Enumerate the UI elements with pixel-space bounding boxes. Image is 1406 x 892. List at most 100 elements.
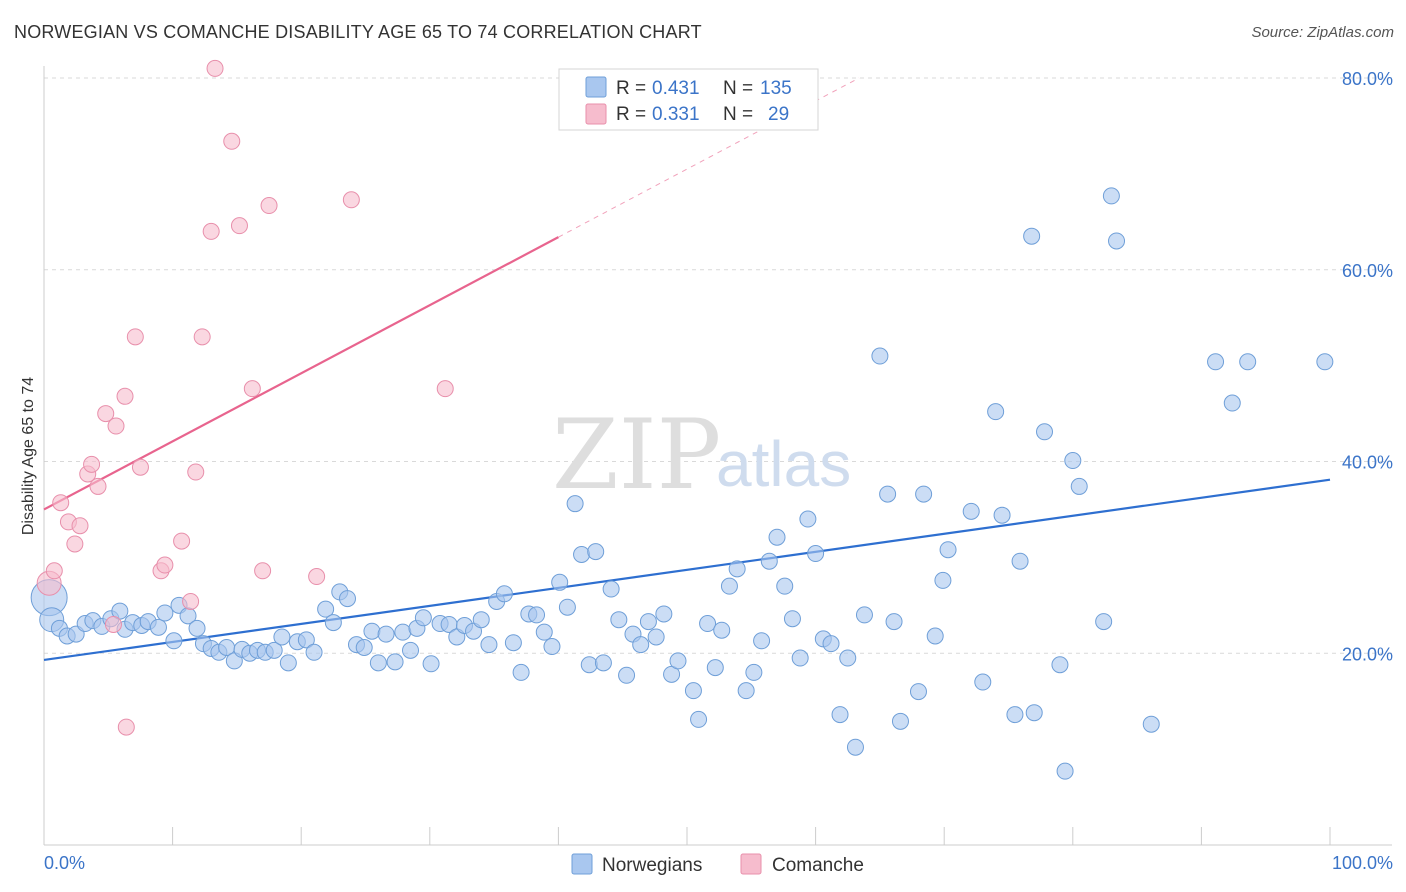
legend-r-label-comanche: R = xyxy=(616,104,646,125)
point-norwegians xyxy=(363,622,381,640)
bottom-legend-swatch-comanche xyxy=(740,853,762,875)
point-norwegians xyxy=(273,628,291,646)
trendline-comanche xyxy=(43,236,559,511)
grid-layer xyxy=(44,77,1392,654)
point-comanche xyxy=(202,222,220,240)
point-norwegians xyxy=(495,585,513,603)
trend-layer xyxy=(43,77,1331,662)
point-comanche xyxy=(45,562,63,580)
point-norwegians xyxy=(728,560,746,578)
point-norwegians xyxy=(1011,552,1029,570)
point-norwegians xyxy=(422,655,440,673)
point-norwegians xyxy=(472,611,490,629)
point-norwegians xyxy=(783,610,801,628)
point-norwegians xyxy=(573,545,591,563)
point-comanche xyxy=(308,568,326,586)
point-norwegians xyxy=(618,666,636,684)
point-norwegians xyxy=(543,638,561,656)
point-norwegians xyxy=(684,682,702,700)
point-comanche xyxy=(436,380,454,398)
point-norwegians xyxy=(720,577,738,595)
point-norwegians xyxy=(855,606,873,624)
point-norwegians xyxy=(1025,704,1043,722)
point-norwegians xyxy=(414,609,432,627)
point-comanche xyxy=(206,59,224,77)
chart-source: Source: ZipAtlas.com xyxy=(1251,24,1394,41)
point-norwegians xyxy=(974,673,992,691)
point-norwegians xyxy=(580,656,598,674)
bottom-legend-label-comanche: Comanche xyxy=(772,855,864,876)
point-norwegians xyxy=(1316,353,1334,371)
point-norwegians xyxy=(149,618,167,636)
point-norwegians xyxy=(737,682,755,700)
point-comanche xyxy=(104,615,122,633)
point-comanche xyxy=(89,477,107,495)
point-norwegians xyxy=(768,528,786,546)
point-norwegians xyxy=(1108,232,1126,250)
point-comanche xyxy=(187,463,205,481)
point-comanche xyxy=(260,197,278,215)
point-norwegians xyxy=(1006,706,1024,724)
point-norwegians xyxy=(871,347,889,365)
chart-title: NORWEGIAN VS COMANCHE DISABILITY AGE 65 … xyxy=(14,22,702,42)
point-norwegians xyxy=(355,638,373,656)
trendline-norwegians xyxy=(43,478,1331,662)
point-norwegians xyxy=(1036,423,1054,441)
point-norwegians xyxy=(831,706,849,724)
point-norwegians xyxy=(926,627,944,645)
legend-n-label-norwegians: N = xyxy=(723,78,753,99)
point-norwegians xyxy=(324,614,342,632)
point-comanche xyxy=(173,532,191,550)
point-norwegians xyxy=(1056,762,1074,780)
point-norwegians xyxy=(377,625,395,643)
y-tick-label: 60.0% xyxy=(1342,261,1393,281)
x-tick-label-min: 0.0% xyxy=(44,853,85,873)
point-norwegians xyxy=(1207,353,1225,371)
point-comanche xyxy=(131,458,149,476)
point-norwegians xyxy=(909,683,927,701)
point-norwegians xyxy=(791,649,809,667)
legend-n-label-comanche: N = xyxy=(723,104,753,125)
point-norwegians xyxy=(279,654,297,672)
point-comanche xyxy=(71,517,89,535)
point-norwegians xyxy=(962,502,980,520)
point-norwegians xyxy=(504,634,522,652)
point-norwegians xyxy=(610,611,628,629)
point-comanche xyxy=(66,535,84,553)
watermark: ZIP atlas xyxy=(552,399,851,511)
point-norwegians xyxy=(891,712,909,730)
points-layer xyxy=(30,59,1334,780)
legend-r-value-comanche: 0.331 xyxy=(652,104,700,125)
point-norwegians xyxy=(394,623,412,641)
point-norwegians xyxy=(760,552,778,570)
point-norwegians xyxy=(512,663,530,681)
point-comanche xyxy=(156,556,174,574)
legend: R = 0.431 N = 135 R = 0.331 N = 29 xyxy=(558,68,819,131)
point-norwegians xyxy=(587,543,605,561)
x-tick-label-max: 100.0% xyxy=(1332,853,1393,873)
point-norwegians xyxy=(690,710,708,728)
point-norwegians xyxy=(317,600,335,618)
point-norwegians xyxy=(402,641,420,659)
point-norwegians xyxy=(265,641,283,659)
point-norwegians xyxy=(799,510,817,528)
point-norwegians xyxy=(706,659,724,677)
point-norwegians xyxy=(655,605,673,623)
point-norwegians xyxy=(1023,227,1041,245)
point-norwegians xyxy=(1064,452,1082,470)
point-norwegians xyxy=(297,631,315,649)
point-norwegians xyxy=(305,643,323,661)
point-norwegians xyxy=(807,545,825,563)
point-norwegians xyxy=(993,506,1011,524)
point-comanche xyxy=(182,592,200,610)
point-comanche xyxy=(342,191,360,209)
y-axis-title: Disability Age 65 to 74 xyxy=(20,377,37,535)
point-comanche xyxy=(193,328,211,346)
point-comanche xyxy=(126,328,144,346)
point-norwegians xyxy=(602,580,620,598)
point-norwegians xyxy=(846,738,864,756)
point-norwegians xyxy=(386,653,404,671)
point-norwegians xyxy=(745,663,763,681)
point-norwegians xyxy=(699,615,717,633)
point-norwegians xyxy=(558,598,576,616)
